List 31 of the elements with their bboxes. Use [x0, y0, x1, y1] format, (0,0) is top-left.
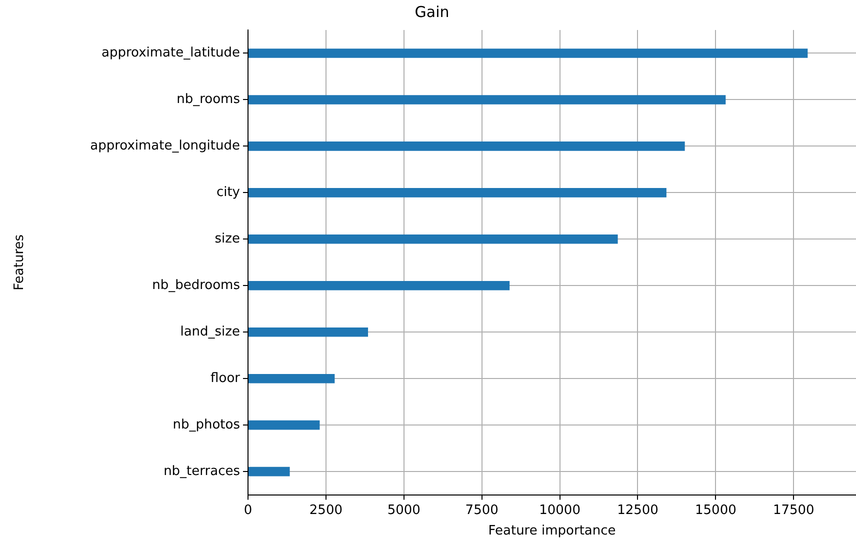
bar: [248, 327, 368, 337]
x-tick-label: 15000: [695, 502, 736, 518]
y-tick-label: approximate_longitude: [90, 138, 240, 154]
x-tick-label: 2500: [309, 502, 342, 518]
x-axis-title: Feature importance: [488, 524, 616, 539]
y-tick-label: nb_photos: [172, 417, 240, 432]
bar: [248, 188, 666, 198]
chart-title: Gain: [414, 2, 450, 21]
bar: [248, 48, 808, 58]
y-tick-label: city: [216, 185, 240, 200]
y-tick-label: size: [214, 232, 240, 247]
x-tick-label: 17500: [772, 502, 814, 518]
y-tick-label: floor: [210, 370, 241, 386]
y-tick-label: nb_rooms: [176, 92, 240, 108]
x-tick-label: 7500: [465, 502, 498, 518]
y-tick-label: nb_bedrooms: [152, 278, 240, 294]
x-tick-label: 12500: [617, 502, 658, 518]
bar: [248, 142, 685, 151]
bar: [248, 95, 726, 104]
y-tick-label: nb_terraces: [164, 464, 240, 479]
bar: [248, 280, 510, 290]
y-tick-label: land_size: [180, 324, 240, 340]
y-tick-label: approximate_latitude: [102, 46, 240, 61]
y-axis-title: Features: [12, 234, 28, 290]
x-tick-label: 5000: [387, 502, 420, 518]
x-tick-label: 0: [244, 502, 252, 518]
x-tick-label: 10000: [539, 502, 580, 518]
bar: [248, 374, 335, 384]
bar: [248, 420, 320, 430]
bar: [248, 466, 290, 476]
bar: [248, 234, 618, 244]
